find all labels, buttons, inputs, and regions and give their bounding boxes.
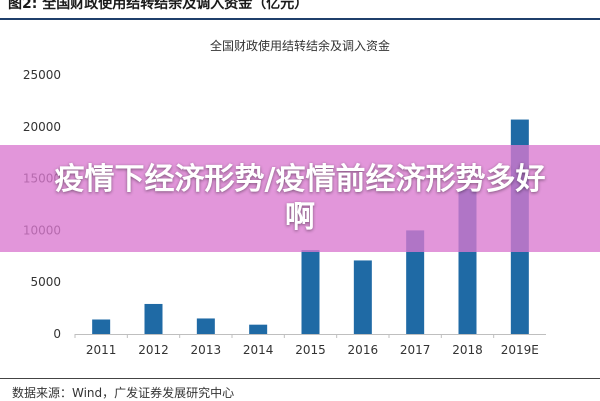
- top-rule: [0, 18, 600, 20]
- y-tick-label: 20000: [23, 120, 61, 134]
- bar-2013: [196, 318, 215, 334]
- x-tick-label: 2015: [295, 343, 326, 357]
- bar-2012: [144, 303, 163, 334]
- x-tick-label: 2014: [243, 343, 274, 357]
- x-tick-label: 2017: [400, 343, 431, 357]
- x-tick-label: 2011: [86, 343, 117, 357]
- x-tick-label: 2016: [348, 343, 379, 357]
- bar-2017: [406, 230, 425, 334]
- bar-2011: [92, 319, 111, 334]
- bottom-rule: [0, 378, 600, 379]
- x-tick-label: 2019E: [501, 343, 539, 357]
- bar-2015: [301, 250, 320, 334]
- x-tick-label: 2012: [138, 343, 169, 357]
- figure-label: 图2: 全国财政使用结转结余及调入资金（亿元）: [8, 0, 309, 12]
- overlay-banner: 疫情下经济形势/疫情前经济形势多好啊: [0, 145, 600, 252]
- y-tick-label: 5000: [30, 275, 61, 289]
- x-tick-label: 2013: [191, 343, 222, 357]
- y-tick-label: 25000: [23, 68, 61, 82]
- y-tick-label: 0: [53, 327, 61, 341]
- chart-title: 全国财政使用结转结余及调入资金: [209, 39, 390, 53]
- bar-2014: [249, 324, 268, 334]
- source-note: 数据来源：Wind，广发证券发展研究中心: [12, 386, 235, 400]
- x-tick-label: 2018: [452, 343, 483, 357]
- bar-2016: [353, 260, 372, 334]
- overlay-banner-text: 疫情下经济形势/疫情前经济形势多好啊: [54, 161, 546, 235]
